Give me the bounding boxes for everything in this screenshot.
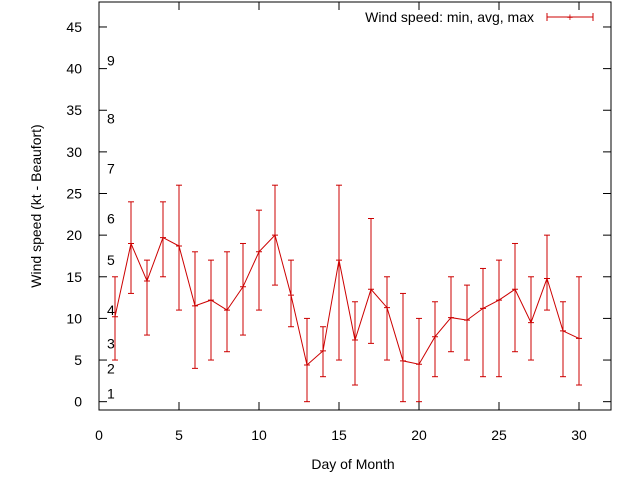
avg-point <box>112 313 118 320</box>
avg-point <box>464 317 470 324</box>
avg-point <box>432 333 438 340</box>
beaufort-label: 1 <box>107 385 115 401</box>
beaufort-label: 7 <box>107 161 115 177</box>
avg-point <box>576 335 582 342</box>
y-axis-label: Wind speed (kt - Beaufort) <box>28 124 44 287</box>
legend-marker: + <box>567 12 573 24</box>
avg-point <box>288 292 294 299</box>
avg-point <box>400 357 406 364</box>
x-tick-label: 15 <box>331 427 347 443</box>
x-tick-label: 30 <box>571 427 587 443</box>
legend-label: Wind speed: min, avg, max <box>365 9 534 25</box>
series-group <box>112 184 582 403</box>
avg-point <box>192 302 198 309</box>
avg-point <box>240 283 246 290</box>
avg-point <box>208 297 214 304</box>
avg-point <box>384 304 390 311</box>
beaufort-label: 3 <box>107 335 115 351</box>
y-tick-label: 30 <box>66 144 82 160</box>
x-tick-label: 20 <box>411 427 427 443</box>
beaufort-label: 9 <box>107 52 115 68</box>
y-tick-label: 10 <box>66 310 82 326</box>
avg-point <box>336 257 342 264</box>
avg-point <box>560 327 566 334</box>
beaufort-label: 6 <box>107 210 115 226</box>
x-tick-label: 0 <box>95 427 103 443</box>
y-tick-label: 45 <box>66 19 82 35</box>
x-tick-label: 25 <box>491 427 507 443</box>
avg-point <box>256 248 262 255</box>
legend: Wind speed: min, avg, max + <box>365 9 594 25</box>
plot-frame <box>98 1 612 411</box>
avg-point <box>512 286 518 293</box>
avg-point <box>304 362 310 369</box>
avg-point <box>528 319 534 326</box>
x-tick-label: 10 <box>251 427 267 443</box>
avg-point <box>448 314 454 321</box>
beaufort-label: 8 <box>107 111 115 127</box>
x-axis: 0 5 10 15 20 25 30 <box>95 2 587 443</box>
beaufort-label: 5 <box>107 252 115 268</box>
avg-point <box>176 242 182 249</box>
avg-point <box>544 275 550 282</box>
y-tick-label: 35 <box>66 102 82 118</box>
series-line <box>114 234 580 366</box>
beaufort-scale: 1 2 3 4 5 6 7 8 9 <box>107 52 115 401</box>
avg-point <box>416 361 422 368</box>
y-tick-label: 25 <box>66 186 82 202</box>
avg-point <box>160 234 166 241</box>
avg-point <box>320 347 326 354</box>
x-tick-label: 5 <box>175 427 183 443</box>
y-tick-label: 40 <box>66 61 82 77</box>
avg-point <box>368 286 374 293</box>
avg-point <box>272 232 278 239</box>
avg-point <box>224 307 230 314</box>
y-tick-label: 15 <box>66 269 82 285</box>
y-tick-label: 5 <box>74 352 82 368</box>
avg-point <box>128 240 134 247</box>
avg-point <box>144 277 150 284</box>
avg-point <box>352 337 358 344</box>
beaufort-label: 4 <box>107 302 115 318</box>
beaufort-label: 2 <box>107 360 115 376</box>
y-tick-label: 20 <box>66 227 82 243</box>
avg-point <box>496 297 502 304</box>
y-tick-label: 0 <box>74 394 82 410</box>
x-axis-label: Day of Month <box>311 456 394 472</box>
avg-point <box>480 305 486 312</box>
